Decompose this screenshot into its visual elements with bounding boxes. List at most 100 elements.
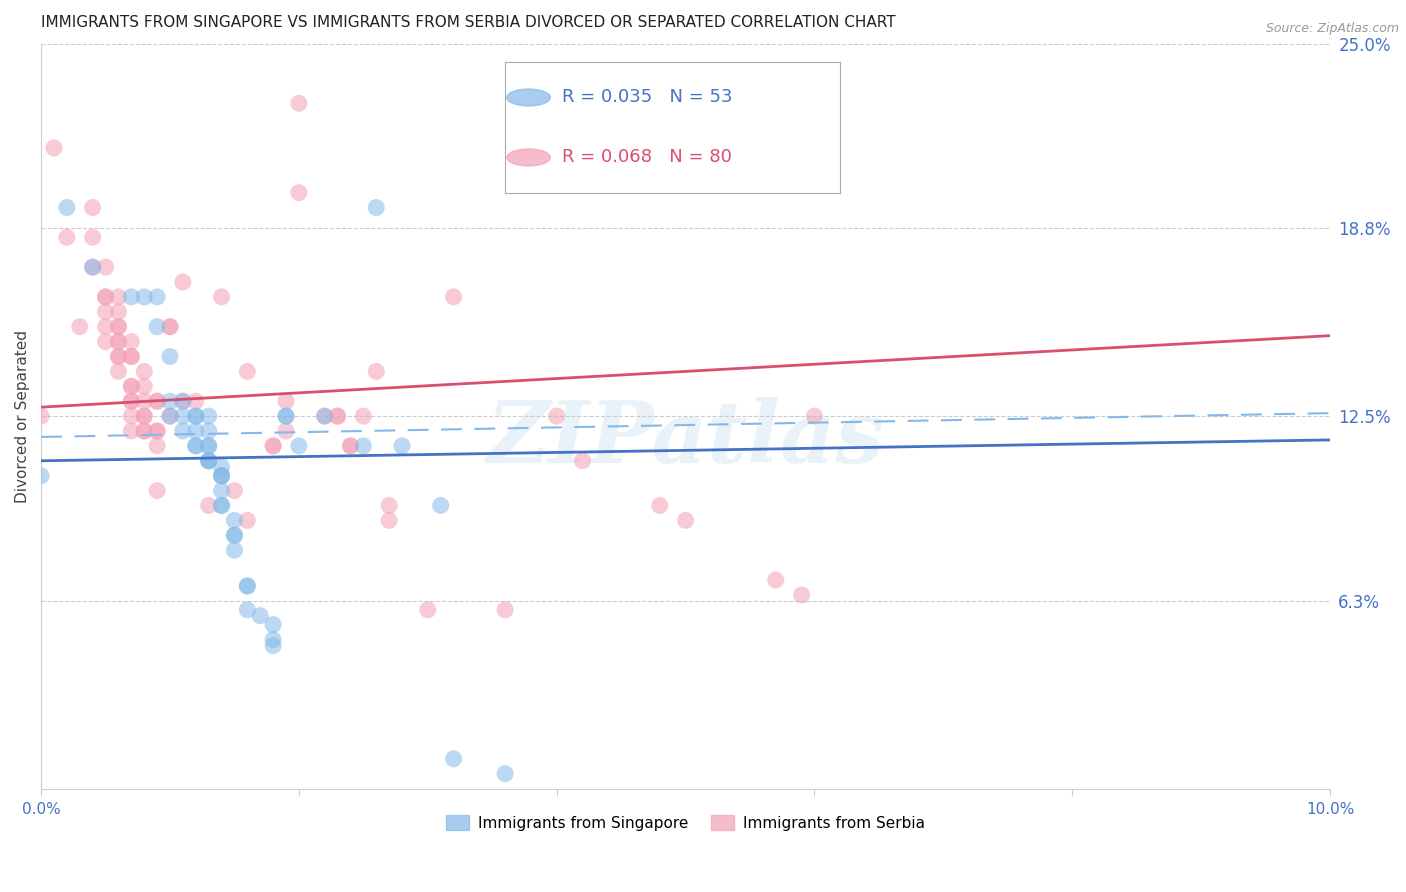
Point [146, 439, 169, 453]
Point [197, 454, 219, 468]
Point [262, 439, 284, 453]
Point [326, 409, 349, 423]
Point [159, 394, 181, 409]
Point [224, 513, 246, 527]
Point [159, 319, 181, 334]
Point [120, 290, 142, 304]
Point [378, 499, 401, 513]
Point [197, 439, 219, 453]
Point [172, 394, 194, 409]
Point [790, 588, 813, 602]
Point [107, 334, 129, 349]
Point [197, 454, 219, 468]
Point [94, 290, 117, 304]
Point [172, 394, 194, 409]
Point [197, 499, 219, 513]
Point [159, 409, 181, 423]
Point [56, 230, 79, 244]
Point [94, 334, 117, 349]
Point [288, 439, 311, 453]
Point [120, 334, 142, 349]
Point [339, 439, 361, 453]
Point [134, 394, 156, 409]
Point [107, 334, 129, 349]
Text: Source: ZipAtlas.com: Source: ZipAtlas.com [1265, 22, 1399, 36]
Point [443, 290, 465, 304]
Point [211, 483, 233, 498]
Point [134, 424, 156, 438]
Point [211, 499, 233, 513]
Point [571, 454, 593, 468]
Point [262, 632, 284, 647]
Point [146, 424, 169, 438]
Point [443, 752, 465, 766]
Point [134, 364, 156, 378]
Point [184, 394, 207, 409]
Point [211, 499, 233, 513]
Point [494, 766, 516, 780]
Point [274, 409, 297, 423]
Point [82, 230, 104, 244]
Point [326, 409, 349, 423]
Point [211, 468, 233, 483]
Point [366, 201, 388, 215]
Point [236, 579, 259, 593]
Point [224, 483, 246, 498]
Point [146, 290, 169, 304]
Point [120, 394, 142, 409]
Point [94, 260, 117, 274]
Point [56, 201, 79, 215]
Point [120, 350, 142, 364]
Text: ZIPatlas: ZIPatlas [486, 397, 884, 480]
Point [94, 305, 117, 319]
Point [120, 350, 142, 364]
Legend: Immigrants from Singapore, Immigrants from Serbia: Immigrants from Singapore, Immigrants fr… [440, 808, 931, 837]
Point [648, 499, 671, 513]
Point [197, 424, 219, 438]
Point [30, 468, 52, 483]
Point [146, 394, 169, 409]
Point [224, 528, 246, 542]
Point [314, 409, 336, 423]
Point [803, 409, 825, 423]
Point [107, 305, 129, 319]
Point [224, 528, 246, 542]
Point [107, 319, 129, 334]
Point [134, 424, 156, 438]
Point [94, 290, 117, 304]
Point [82, 260, 104, 274]
Point [236, 603, 259, 617]
Point [120, 394, 142, 409]
Point [197, 439, 219, 453]
Point [236, 513, 259, 527]
Point [211, 290, 233, 304]
Point [82, 260, 104, 274]
Point [352, 409, 374, 423]
Point [184, 409, 207, 423]
Point [262, 617, 284, 632]
Point [184, 439, 207, 453]
Point [120, 424, 142, 438]
Point [352, 439, 374, 453]
Point [236, 364, 259, 378]
Point [211, 459, 233, 474]
Point [30, 409, 52, 423]
Point [429, 499, 451, 513]
Point [314, 409, 336, 423]
Point [159, 319, 181, 334]
Point [765, 573, 787, 587]
Point [274, 424, 297, 438]
Point [146, 319, 169, 334]
Point [288, 96, 311, 111]
Point [184, 409, 207, 423]
Point [94, 319, 117, 334]
Point [184, 439, 207, 453]
Point [159, 350, 181, 364]
Point [236, 579, 259, 593]
Point [224, 543, 246, 558]
Point [197, 409, 219, 423]
Point [120, 409, 142, 423]
Point [546, 409, 568, 423]
Point [146, 394, 169, 409]
Point [172, 275, 194, 289]
